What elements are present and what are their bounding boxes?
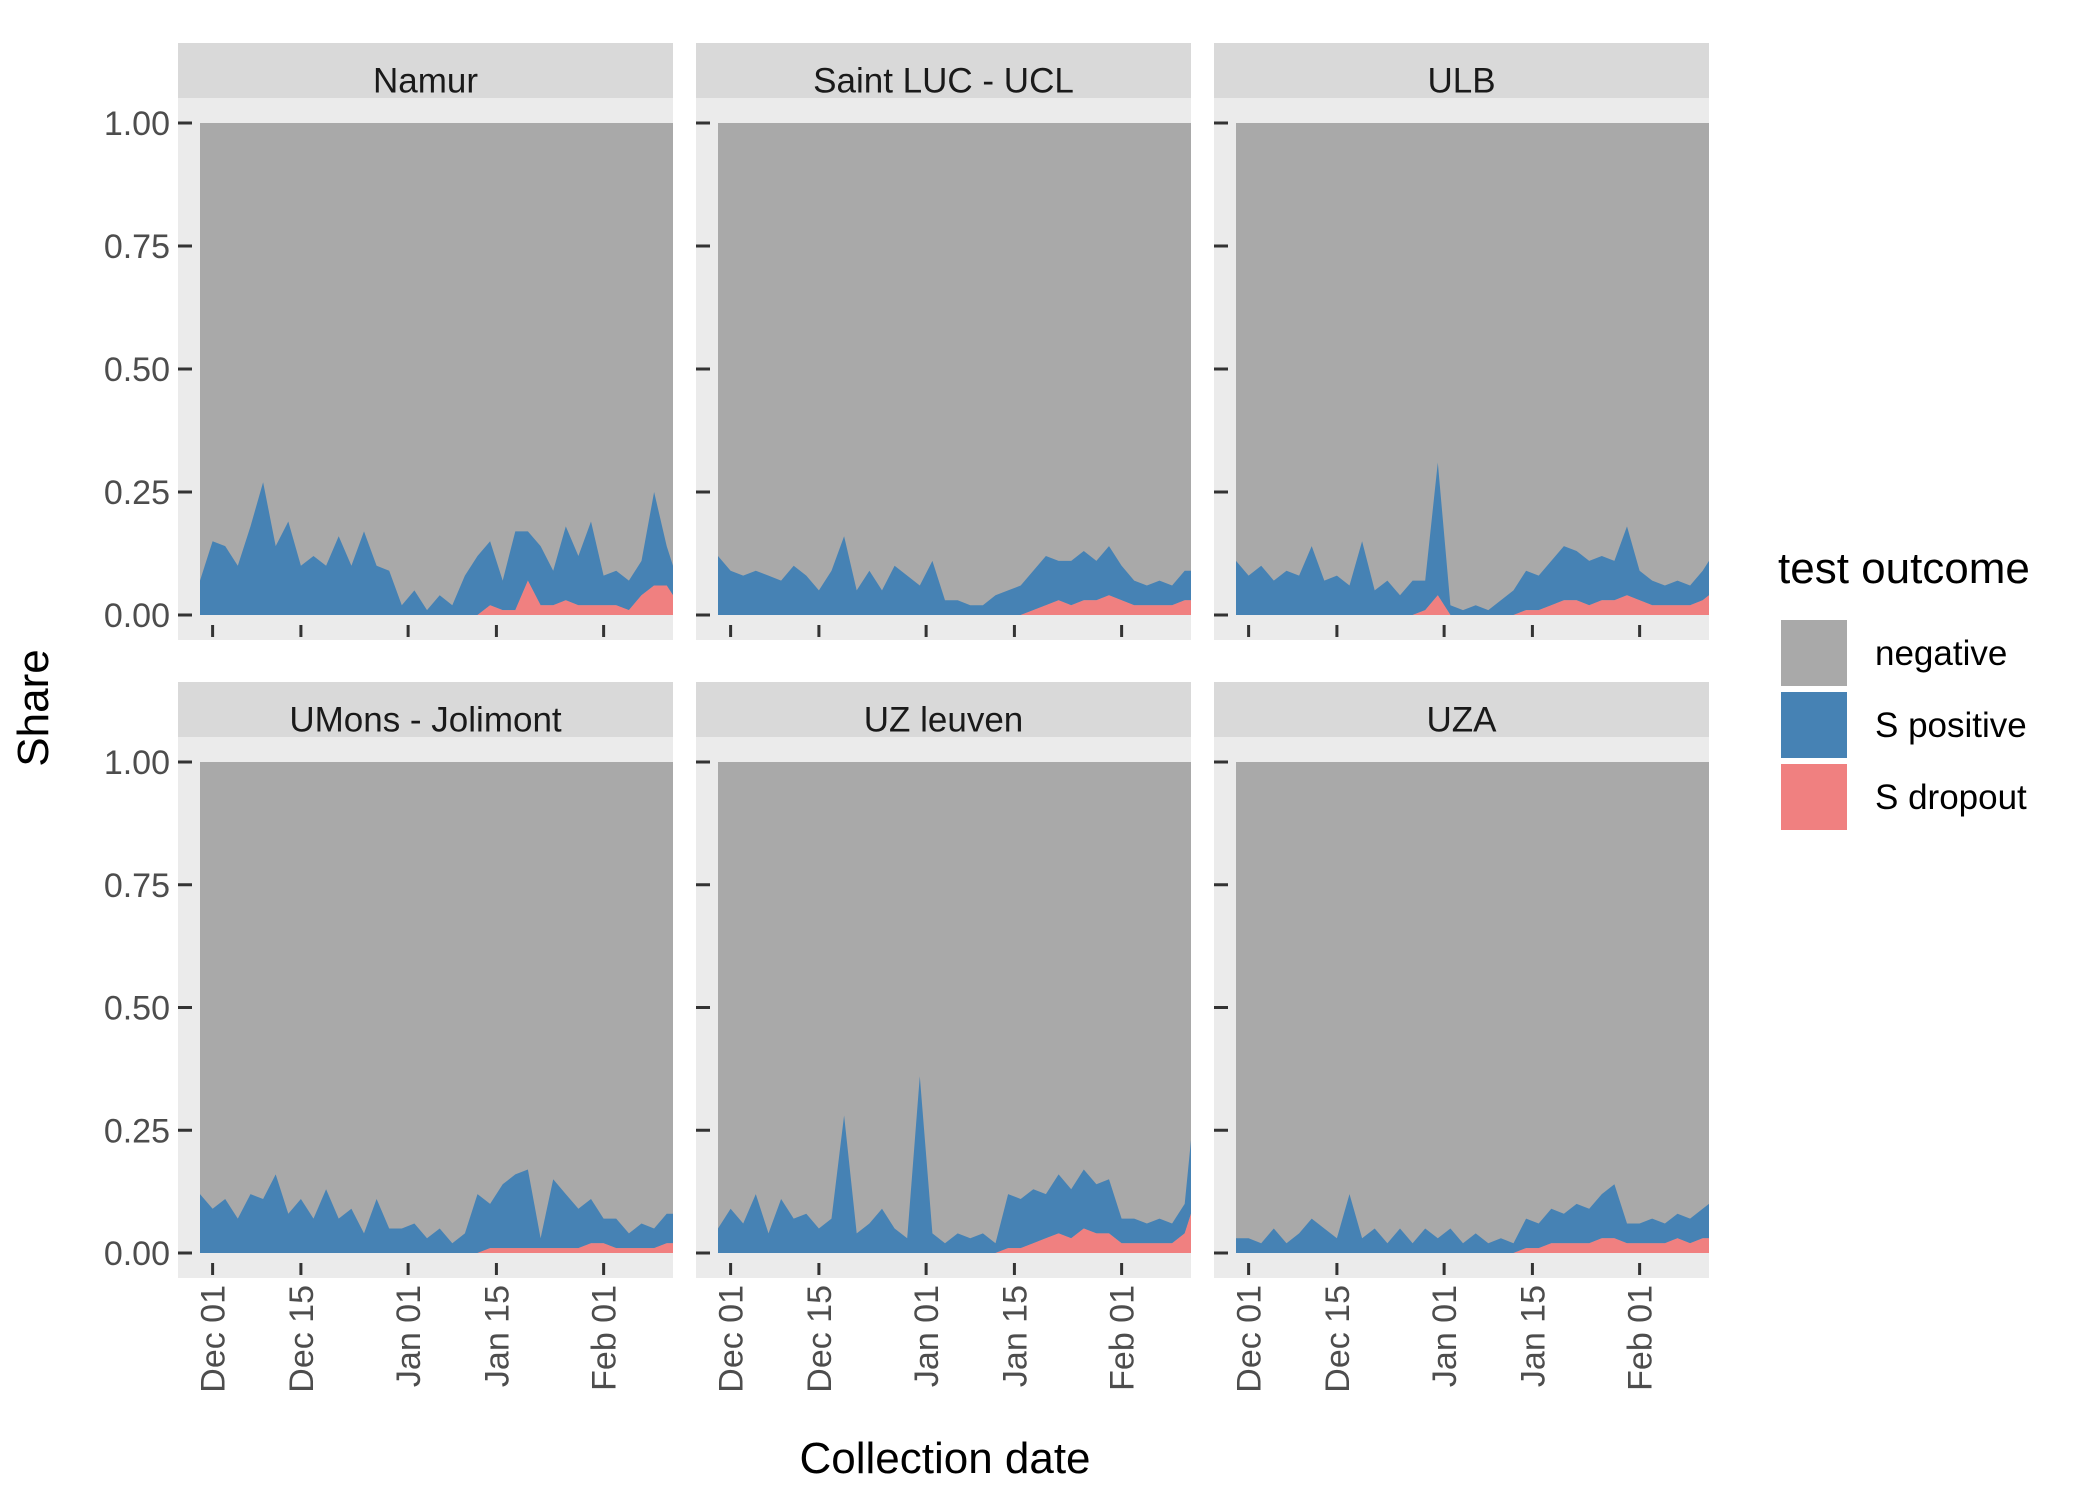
x-tick-label: Jan 15 [478, 1285, 516, 1387]
x-tick-label: Jan 15 [1514, 1285, 1552, 1387]
legend-title: test outcome [1778, 544, 2030, 593]
x-tick-label: Dec 01 [713, 1285, 751, 1393]
y-tick-label: 0.00 [104, 597, 170, 635]
area-s-positive [200, 1169, 673, 1253]
legend-label: S dropout [1875, 778, 2027, 817]
facet-title: Saint LUC - UCL [813, 62, 1074, 101]
y-tick-label: 0.50 [104, 351, 170, 389]
area-negative [1236, 762, 1709, 1253]
area-s-dropout [1236, 1238, 1709, 1253]
x-tick-label: Jan 01 [390, 1285, 428, 1387]
area-s-dropout [200, 1243, 673, 1253]
area-negative [200, 762, 673, 1253]
x-axis-label: Collection date [799, 1434, 1090, 1483]
area-s-dropout [1236, 595, 1709, 615]
facet-panel: UZA Dec 01 Dec 15 Jan 01 Jan 15 Feb 01 [1214, 682, 1709, 1393]
legend-key [1781, 764, 1847, 830]
area-negative [1236, 123, 1709, 615]
facet-panel: Namur 0.00 0.25 0.50 0.75 1.00 [104, 43, 673, 640]
facet-panel: UZ leuven Dec 01 Dec 15 Jan 01 Jan 15 Feb 01 [696, 682, 1191, 1393]
facet-title: Namur [373, 62, 478, 101]
x-tick-label: Feb 01 [1622, 1285, 1660, 1391]
x-tick-label: Dec 15 [801, 1285, 839, 1393]
area-s-dropout [200, 580, 673, 615]
area-s-positive [718, 536, 1191, 615]
legend-key [1781, 620, 1847, 686]
facet-panel: ULB [1214, 43, 1709, 640]
y-tick-label: 1.00 [104, 105, 170, 143]
facet-panel: Saint LUC - UCL [696, 43, 1191, 640]
facet-title: UZ leuven [864, 701, 1024, 740]
area-negative [718, 123, 1191, 615]
facet-title: UMons - Jolimont [289, 701, 562, 740]
y-tick-label: 0.25 [104, 1112, 170, 1150]
facet-title: UZA [1427, 701, 1498, 740]
area-s-dropout [718, 595, 1191, 615]
area-negative [200, 123, 673, 615]
area-s-positive [1236, 462, 1709, 615]
y-axis-label: Share [9, 649, 58, 766]
y-tick-label: 0.75 [104, 867, 170, 905]
area-s-positive [1236, 1184, 1709, 1253]
facet-title: ULB [1427, 62, 1495, 101]
area-s-positive [718, 1076, 1191, 1253]
legend: test outcome negative S positive S dropout [1778, 544, 2030, 830]
y-tick-label: 1.00 [104, 744, 170, 782]
legend-label: negative [1875, 634, 2007, 673]
legend-label: S positive [1875, 706, 2027, 745]
facet-panel: UMons - Jolimont 0.00 0.25 0.50 0.75 1.00 Dec … [104, 682, 673, 1393]
y-tick-label: 0.75 [104, 228, 170, 266]
x-tick-label: Dec 01 [1231, 1285, 1269, 1393]
x-tick-label: Jan 01 [1426, 1285, 1464, 1387]
facet-panels: Namur 0.00 0.25 0.50 0.75 1.00 Saint LUC - UCL… [104, 43, 1709, 1393]
y-tick-label: 0.25 [104, 474, 170, 512]
area-s-positive [200, 482, 673, 615]
area-negative [718, 762, 1191, 1253]
x-tick-label: Dec 01 [195, 1285, 233, 1393]
x-tick-label: Dec 15 [1319, 1285, 1357, 1393]
x-tick-label: Jan 15 [996, 1285, 1034, 1387]
area-s-dropout [718, 1213, 1191, 1253]
x-tick-label: Jan 01 [908, 1285, 946, 1387]
y-tick-label: 0.50 [104, 990, 170, 1028]
y-tick-label: 0.00 [104, 1235, 170, 1273]
x-tick-label: Dec 15 [283, 1285, 321, 1393]
x-tick-label: Feb 01 [586, 1285, 624, 1391]
x-tick-label: Feb 01 [1104, 1285, 1142, 1391]
legend-key [1781, 692, 1847, 758]
